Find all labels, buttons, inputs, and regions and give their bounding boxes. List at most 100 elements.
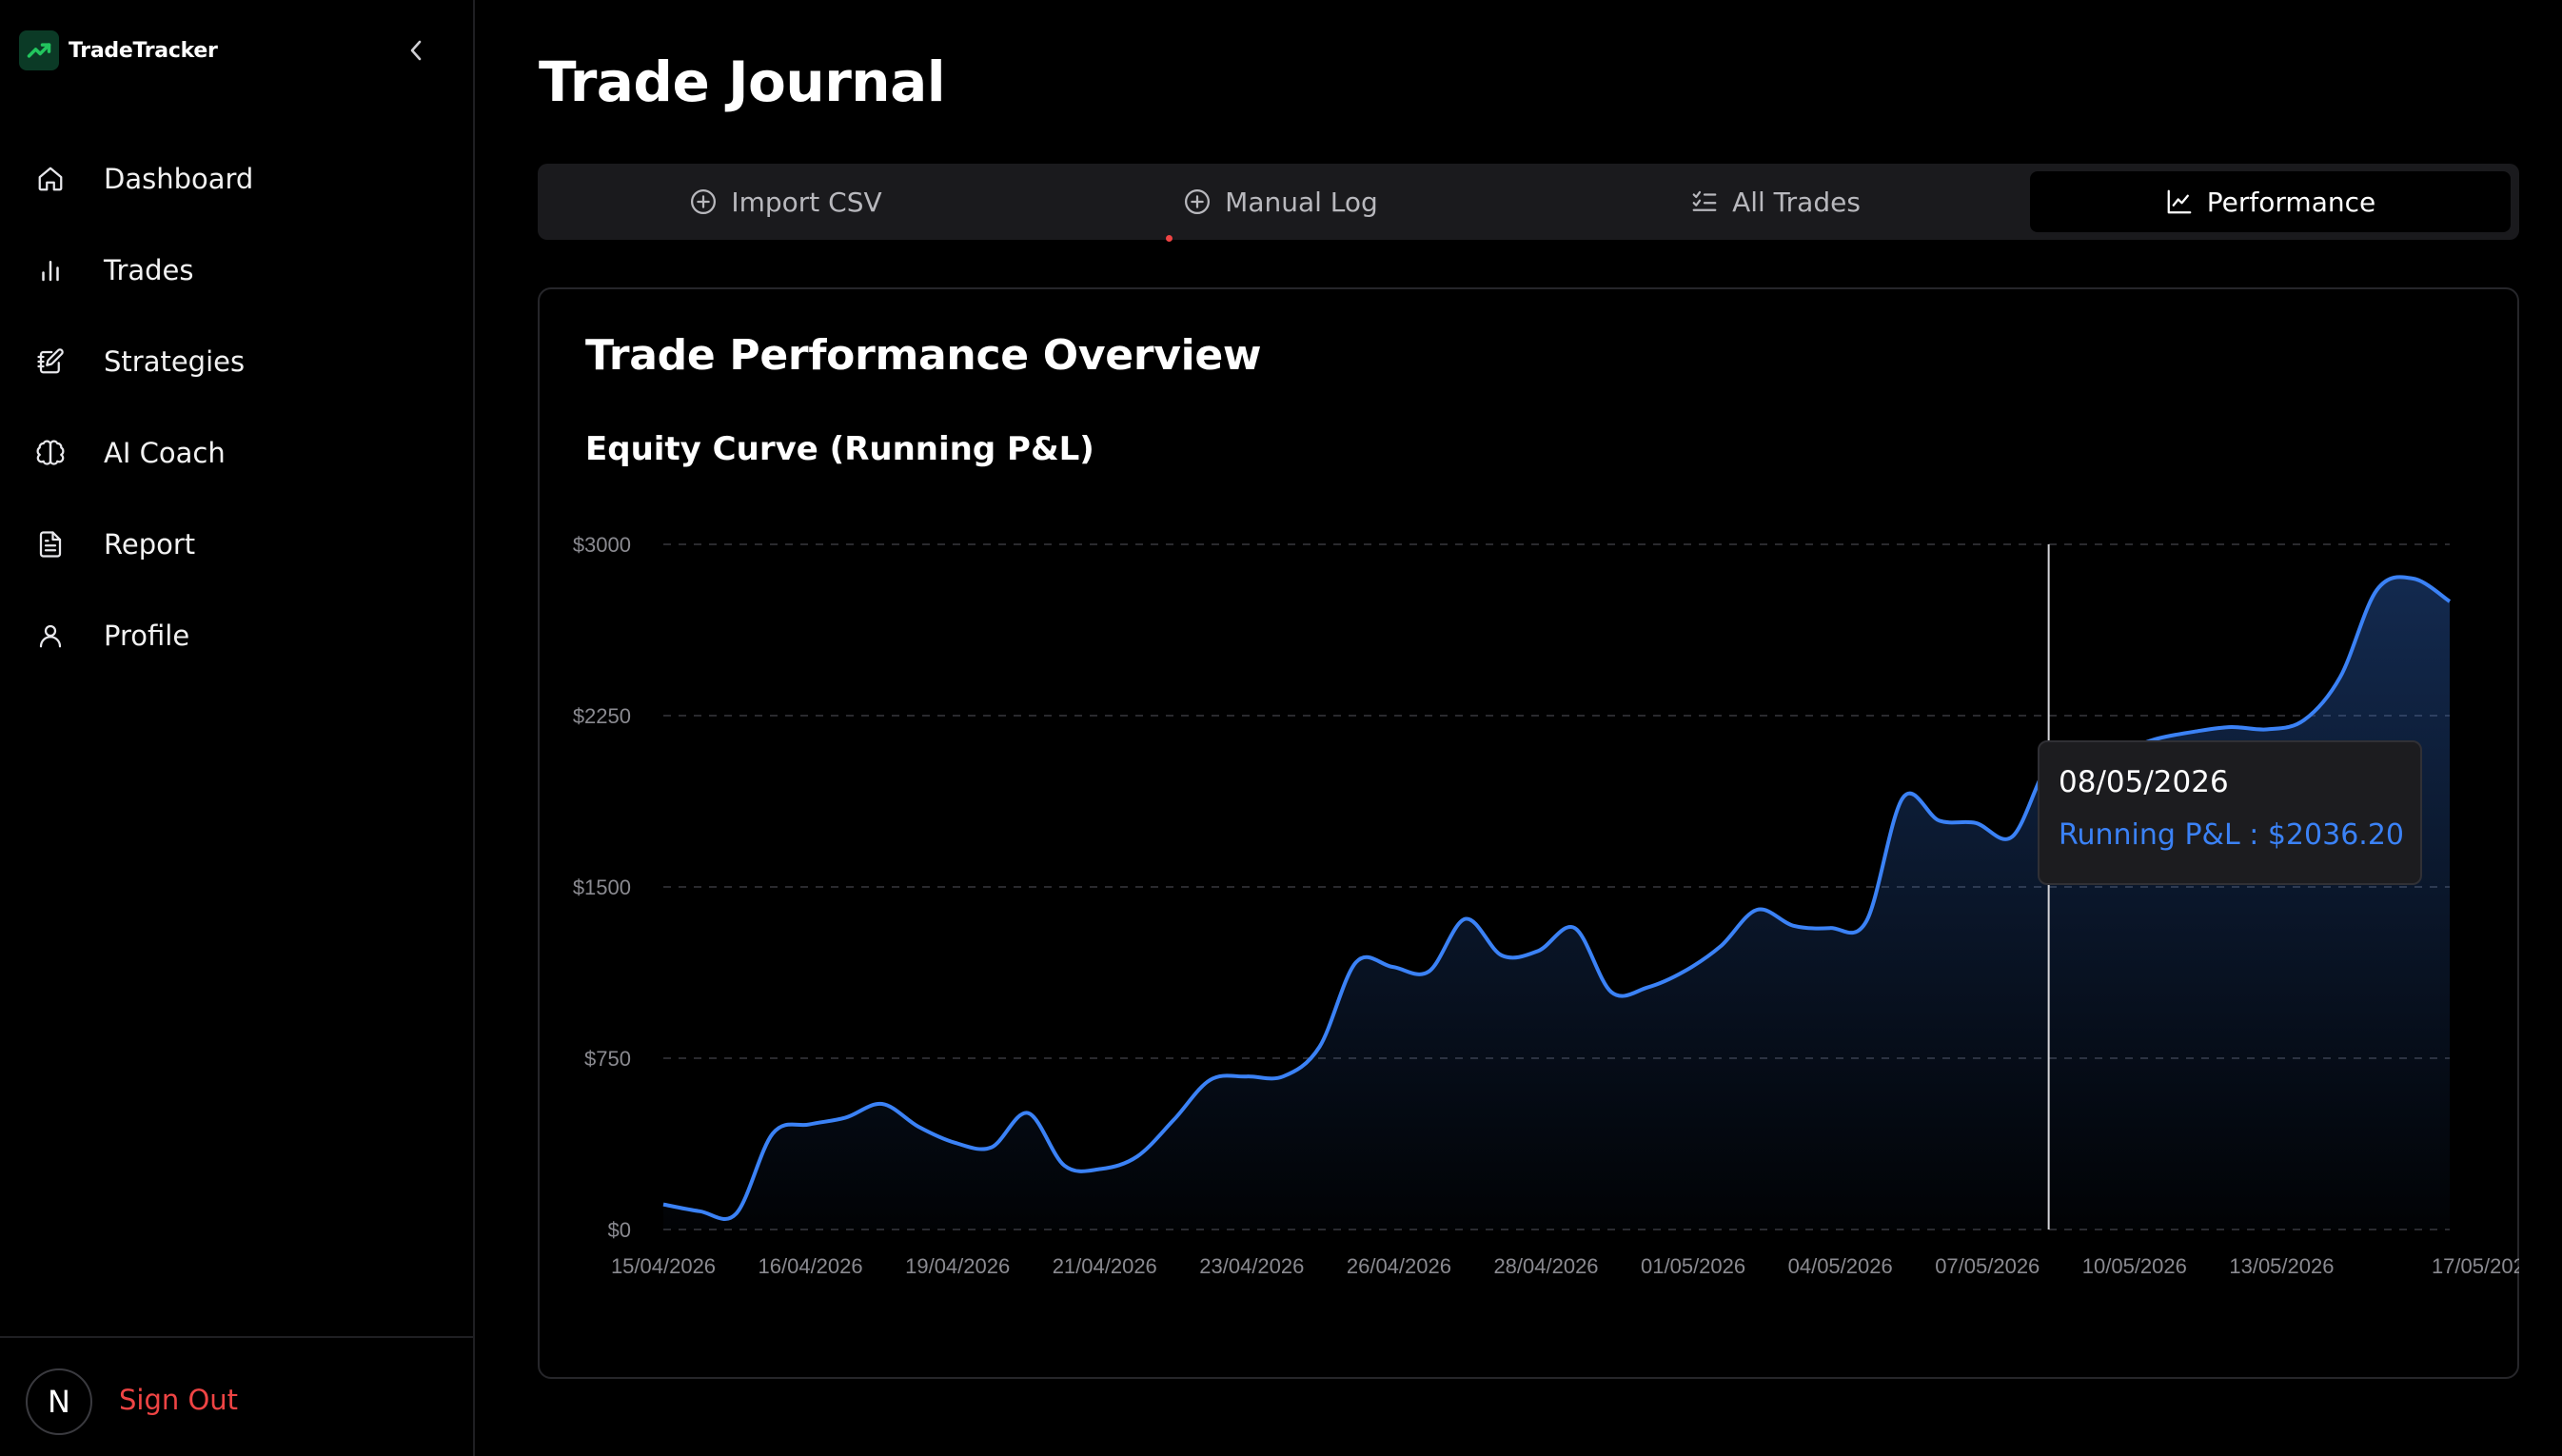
x-tick-label: 26/04/2026 xyxy=(1347,1254,1451,1278)
data-point[interactable] xyxy=(989,1145,995,1151)
data-point[interactable] xyxy=(806,1122,812,1128)
x-tick-label: 07/05/2026 xyxy=(1935,1254,2040,1278)
data-point[interactable] xyxy=(2447,599,2453,604)
data-point[interactable] xyxy=(1790,923,1796,929)
tab-manual-log[interactable]: Manual Log xyxy=(1040,171,1521,232)
sign-out-button[interactable]: Sign Out xyxy=(119,1384,239,1416)
x-tick-label: 23/04/2026 xyxy=(1199,1254,1304,1278)
sidebar-item-label: Strategies xyxy=(104,345,246,378)
data-point[interactable] xyxy=(1827,925,1833,931)
chevron-left-icon xyxy=(410,40,422,61)
data-point[interactable] xyxy=(1900,795,1905,800)
x-tick-label: 10/05/2026 xyxy=(2082,1254,2187,1278)
brand[interactable]: TradeTracker xyxy=(19,30,218,70)
data-point[interactable] xyxy=(1645,985,1650,991)
data-point[interactable] xyxy=(1863,918,1869,924)
data-point[interactable] xyxy=(1353,959,1359,965)
data-point[interactable] xyxy=(1244,1073,1250,1079)
data-point[interactable] xyxy=(2337,674,2343,679)
line-chart-icon xyxy=(2165,187,2194,216)
indicator-dot xyxy=(1166,235,1173,242)
tab-bar: Import CSV Manual Log All Trades Perform… xyxy=(538,164,2519,242)
sidebar-item-trades[interactable]: Trades xyxy=(34,242,434,299)
x-axis: 15/04/2026 16/04/2026 19/04/2026 21/04/2026… xyxy=(611,1254,2519,1278)
chart-title: Equity Curve (Running P&L) xyxy=(585,430,1094,468)
data-point[interactable] xyxy=(1317,1044,1323,1050)
data-point[interactable] xyxy=(843,1114,849,1120)
data-point[interactable] xyxy=(879,1101,885,1107)
data-point[interactable] xyxy=(1682,969,1687,974)
tab-label: Performance xyxy=(2206,186,2376,218)
data-point[interactable] xyxy=(1499,953,1505,958)
y-tick-label: $2250 xyxy=(573,704,631,728)
x-tick-label: 04/05/2026 xyxy=(1788,1254,1893,1278)
collapse-sidebar-button[interactable] xyxy=(402,34,430,67)
data-point[interactable] xyxy=(2264,726,2270,732)
x-tick-label: 28/04/2026 xyxy=(1493,1254,1598,1278)
data-point[interactable] xyxy=(770,1131,776,1136)
data-point[interactable] xyxy=(1208,1077,1213,1083)
sidebar-item-profile[interactable]: Profile xyxy=(34,607,434,664)
data-point[interactable] xyxy=(2374,587,2379,593)
data-point[interactable] xyxy=(1134,1153,1140,1159)
sidebar-item-label: Dashboard xyxy=(104,163,254,195)
data-point[interactable] xyxy=(697,1209,702,1214)
plus-circle-icon xyxy=(689,187,718,216)
data-point[interactable] xyxy=(1463,916,1468,922)
x-tick-label: 01/05/2026 xyxy=(1641,1254,1745,1278)
y-tick-label: $750 xyxy=(584,1047,631,1071)
data-point[interactable] xyxy=(916,1124,921,1130)
data-point[interactable] xyxy=(1535,948,1541,954)
brand-name: TradeTracker xyxy=(69,38,218,63)
y-tick-label: $1500 xyxy=(573,876,631,899)
y-tick-label: $0 xyxy=(608,1218,631,1242)
tab-label: All Trades xyxy=(1732,186,1861,218)
data-point[interactable] xyxy=(1754,907,1760,913)
data-point[interactable] xyxy=(660,1202,666,1208)
data-point[interactable] xyxy=(1171,1117,1176,1123)
data-point[interactable] xyxy=(1280,1073,1286,1079)
data-point[interactable] xyxy=(1061,1163,1067,1169)
data-point[interactable] xyxy=(2411,576,2416,581)
data-point[interactable] xyxy=(1098,1166,1104,1171)
data-point[interactable] xyxy=(1572,925,1578,931)
data-point[interactable] xyxy=(734,1210,739,1216)
data-point[interactable] xyxy=(1389,964,1395,970)
data-point[interactable] xyxy=(952,1140,957,1146)
data-point[interactable] xyxy=(2192,729,2197,735)
data-point[interactable] xyxy=(2228,724,2234,730)
card-title: Trade Performance Overview xyxy=(585,331,1262,380)
sidebar-item-strategies[interactable]: Strategies xyxy=(34,333,434,390)
data-point[interactable] xyxy=(1973,820,1979,826)
sidebar-item-dashboard[interactable]: Dashboard xyxy=(34,150,434,207)
sidebar-item-label: Trades xyxy=(104,254,194,286)
tooltip-value: Running P&L : $2036.20 xyxy=(2059,818,2404,852)
tab-performance[interactable]: Performance xyxy=(2030,171,2511,232)
data-point[interactable] xyxy=(2009,834,2015,839)
list-checks-icon xyxy=(1690,187,1719,216)
notebook-pen-icon xyxy=(34,345,67,378)
page-title: Trade Journal xyxy=(539,49,946,114)
performance-card: Trade Performance Overview Equity Curve … xyxy=(538,287,2519,1379)
y-tick-label: $3000 xyxy=(573,533,631,557)
data-point[interactable] xyxy=(1025,1111,1031,1116)
equity-line xyxy=(662,575,2452,1221)
equity-curve-chart[interactable]: $0 $750 $1500 $2250 $3000 15/04/2026 16/04/20… xyxy=(540,289,2519,1379)
data-point[interactable] xyxy=(1608,989,1614,994)
trending-up-icon xyxy=(19,30,59,70)
avatar[interactable]: N xyxy=(26,1368,92,1435)
tab-all-trades[interactable]: All Trades xyxy=(1535,171,2016,232)
plus-circle-icon xyxy=(1183,187,1212,216)
data-point[interactable] xyxy=(2301,718,2307,723)
sidebar-item-ai-coach[interactable]: AI Coach xyxy=(34,424,434,482)
x-tick-label: 16/04/2026 xyxy=(759,1254,863,1278)
data-point[interactable] xyxy=(1426,969,1431,974)
data-point[interactable] xyxy=(1718,943,1724,949)
sidebar-item-report[interactable]: Report xyxy=(34,516,434,573)
data-point[interactable] xyxy=(1937,817,1942,823)
main-content: Trade Journal Import CSV Manual Log All … xyxy=(476,0,2562,1456)
chart-tooltip: 08/05/2026 Running P&L : $2036.20 xyxy=(2038,740,2422,885)
equity-area xyxy=(663,577,2450,1230)
bar-chart-icon xyxy=(34,254,67,286)
tab-import-csv[interactable]: Import CSV xyxy=(545,171,1026,232)
